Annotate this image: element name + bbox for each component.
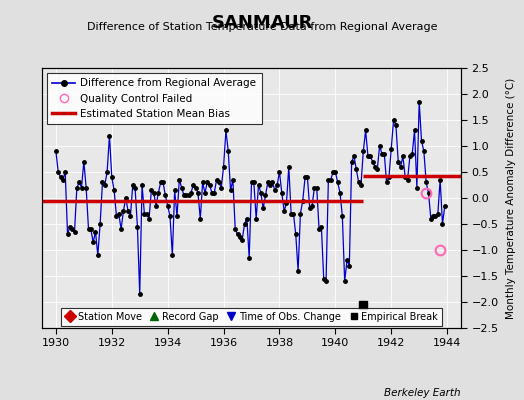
Text: Difference of Station Temperature Data from Regional Average: Difference of Station Temperature Data f… bbox=[87, 22, 437, 32]
Y-axis label: Monthly Temperature Anomaly Difference (°C): Monthly Temperature Anomaly Difference (… bbox=[506, 77, 516, 319]
Legend: Station Move, Record Gap, Time of Obs. Change, Empirical Break: Station Move, Record Gap, Time of Obs. C… bbox=[61, 308, 442, 326]
Text: Berkeley Earth: Berkeley Earth bbox=[385, 388, 461, 398]
Text: SANMAUR: SANMAUR bbox=[211, 14, 313, 32]
